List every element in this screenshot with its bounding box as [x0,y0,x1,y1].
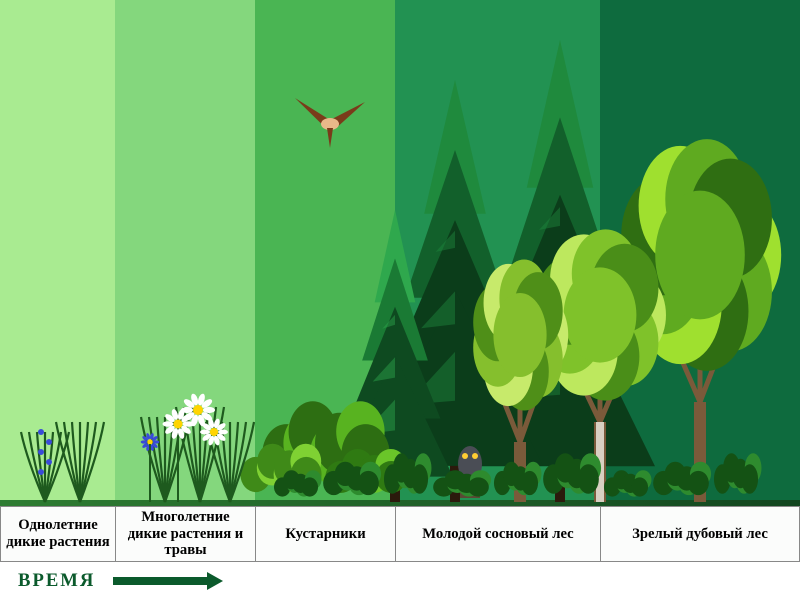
caption-3: Молодой сосновый лес [395,506,600,562]
caption-1: Многолетние дикие растения и травы [115,506,255,562]
time-arrow-icon [113,572,223,590]
caption-row: Однолетние дикие растенияМноголетние дик… [0,506,800,562]
time-label: ВРЕМЯ [18,570,95,592]
time-row: ВРЕМЯ [0,562,800,600]
caption-4: Зрелый дубовый лес [600,506,800,562]
caption-0: Однолетние дикие растения [0,506,115,562]
succession-diagram: Однолетние дикие растенияМноголетние дик… [0,0,800,600]
caption-2: Кустарники [255,506,395,562]
vegetation-layer [0,0,800,506]
